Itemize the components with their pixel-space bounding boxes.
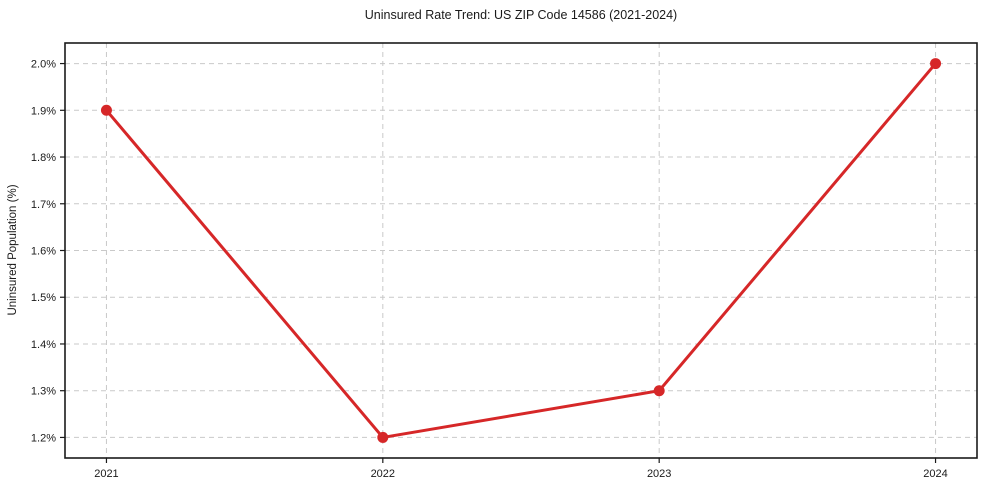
data-point-marker: [100, 104, 112, 116]
y-tick-label: 1.8%: [31, 152, 56, 164]
data-point-marker: [653, 385, 665, 397]
chart-title: Uninsured Rate Trend: US ZIP Code 14586 …: [364, 8, 678, 22]
y-tick-label: 1.9%: [31, 105, 56, 117]
y-tick-label: 1.6%: [31, 246, 56, 258]
y-tick-label: 1.4%: [31, 339, 56, 351]
data-point-marker: [930, 58, 942, 70]
x-tick-label: 2024: [923, 468, 947, 480]
y-tick-label: 1.2%: [31, 432, 56, 444]
x-tick-label: 2023: [647, 468, 671, 480]
x-tick-label: 2022: [371, 468, 395, 480]
data-point-marker: [377, 431, 389, 443]
y-tick-label: 1.7%: [31, 199, 56, 211]
x-tick-label: 2021: [94, 468, 118, 480]
y-tick-label: 2.0%: [31, 59, 56, 71]
y-tick-label: 1.3%: [31, 386, 56, 398]
trend-line: [104, 62, 938, 439]
y-axis-label: Uninsured Population (%): [7, 184, 19, 316]
plot-border: [64, 42, 978, 459]
y-tick-label: 1.5%: [31, 292, 56, 304]
